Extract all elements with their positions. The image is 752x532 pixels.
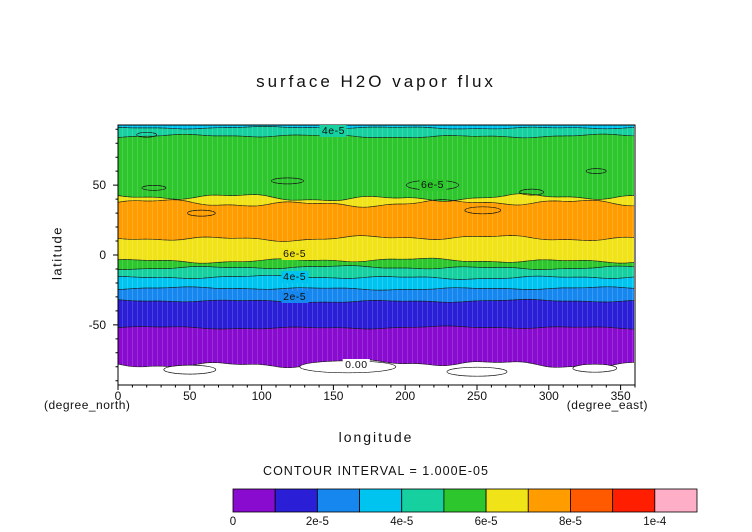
- y-axis-label: latitude: [49, 226, 65, 280]
- contour-label: 4e-5: [319, 125, 347, 138]
- y-tick-label: 50: [92, 178, 106, 193]
- x-axis-label: longitude: [338, 429, 414, 445]
- x-tick-label: 350: [610, 389, 631, 403]
- colorbar-cell: [359, 488, 403, 513]
- contour-label: 2e-5: [281, 290, 309, 303]
- colorbar-cell: [654, 488, 698, 513]
- x-tick-label: 300: [538, 389, 559, 403]
- y-axis-unit: (degree_north): [44, 398, 131, 412]
- contour-label: 6e-5: [281, 247, 309, 260]
- colorbar-cell: [443, 488, 487, 513]
- x-tick-label: 0: [114, 389, 122, 403]
- colorbar-cell: [401, 488, 445, 513]
- y-tick-label: -50: [88, 317, 106, 332]
- plot-title: surface H2O vapor flux: [256, 72, 496, 91]
- colorbar-cell: [570, 488, 614, 513]
- contour-label: 0.00: [343, 358, 370, 371]
- colorbar-cell: [527, 488, 571, 513]
- contour-map: [118, 125, 635, 385]
- x-tick-label: 150: [323, 389, 344, 403]
- x-tick-label: 100: [251, 389, 272, 403]
- colorbar-cell: [232, 488, 276, 513]
- colorbar-label: 4e-5: [390, 516, 414, 528]
- colorbar-cell: [612, 488, 656, 513]
- colorbar-label: 6e-5: [474, 516, 498, 528]
- colorbar-cell: [274, 488, 318, 513]
- colorbar-cell: [316, 488, 360, 513]
- x-axis-unit: (degree_east): [566, 398, 648, 412]
- contour-label: 4e-5: [281, 271, 309, 284]
- colorbar-cell: [485, 488, 529, 513]
- contour-interval-note: CONTOUR INTERVAL = 1.000E-05: [263, 464, 489, 478]
- y-tick-label: 0: [99, 248, 106, 262]
- x-tick-label: 50: [183, 389, 197, 403]
- x-tick-label: 200: [395, 389, 416, 403]
- colorbar-label: 1e-4: [643, 516, 667, 528]
- colorbar-label: 2e-5: [305, 516, 329, 528]
- colorbar-label: 8e-5: [558, 516, 582, 528]
- x-tick-label: 250: [467, 389, 488, 403]
- contour-label: 6e-5: [418, 179, 447, 192]
- colorbar-label: 0: [229, 516, 237, 528]
- axis-ticks: [113, 128, 636, 390]
